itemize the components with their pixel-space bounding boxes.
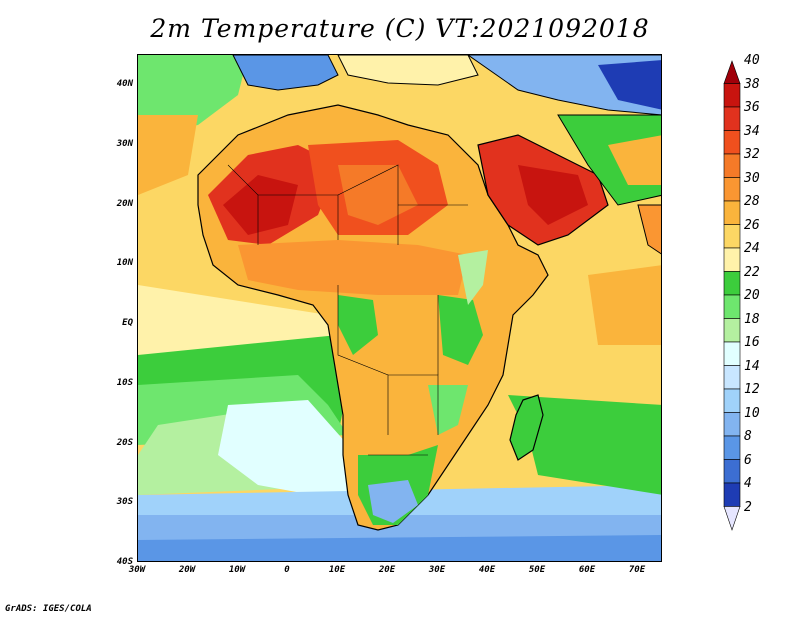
india-west-coast: [637, 204, 661, 255]
lat-tick-label: 40N: [116, 79, 133, 89]
colorbar-level-label: 36: [744, 100, 760, 115]
iberia-europe: [232, 55, 339, 91]
lon-tick-label: 30E: [428, 565, 446, 575]
colorbar-level-label: 8: [744, 429, 752, 444]
colorbar-bottom-arrow: [723, 506, 741, 531]
colorbar-swatch: [723, 482, 741, 507]
lat-tick-label: 30N: [116, 138, 133, 149]
colorbar-swatch: [723, 365, 741, 390]
lon-tick-label: 50E: [528, 565, 546, 575]
grads-credit: GrADS: IGES/COLA: [5, 604, 92, 614]
colorbar-level-label: 4: [744, 476, 752, 491]
madagascar: [509, 394, 544, 461]
ethiopian-highlands: [458, 250, 488, 305]
lat-tick-label: 20S: [116, 437, 133, 448]
lon-tick-label: 20E: [378, 565, 396, 575]
colorbar-swatch: [723, 412, 741, 437]
indian-warm-patch: [588, 265, 661, 345]
colorbar-level-label: 20: [744, 288, 760, 303]
temperature-map: [137, 54, 662, 562]
lon-tick-label: 0: [284, 565, 290, 575]
lon-tick-label: 30W: [128, 565, 146, 575]
lon-tick-label: 70E: [628, 565, 646, 575]
southern-africa-cool: [368, 480, 418, 523]
eq-atlantic-band: [138, 285, 338, 355]
colorbar-swatch: [723, 83, 741, 108]
colorbar-level-label: 6: [744, 452, 752, 468]
s-indian-green: [508, 395, 661, 495]
arabia-hot-core: [518, 165, 588, 225]
sahel-belt: [238, 240, 468, 295]
colorbar-swatch: [723, 459, 741, 484]
colorbar-swatch: [723, 435, 741, 460]
colorbar-swatch: [723, 341, 741, 366]
colorbar-top-arrow: [723, 60, 741, 84]
lon-tick-label: 40E: [478, 565, 496, 575]
lat-tick-label: 30S: [116, 497, 133, 508]
colorbar-swatch: [723, 153, 741, 178]
colorbar-level-label: 2: [744, 499, 752, 515]
southern-europe: [337, 55, 479, 86]
colorbar-level-label: 38: [744, 76, 760, 92]
colorbar-level-label: 14: [744, 358, 760, 374]
map-title: 2m Temperature (C) VT:2021092018: [150, 14, 650, 43]
east-highlands-green: [438, 295, 483, 365]
colorbar-swatch: [723, 318, 741, 343]
lat-tick-label: 40S: [116, 557, 133, 567]
lat-tick-label: 20N: [116, 198, 133, 209]
iran-warm: [608, 135, 661, 185]
map-canvas: [138, 55, 661, 561]
colorbar-level-label: 12: [744, 382, 760, 397]
lat-tick-label: 10S: [116, 377, 133, 388]
colorbar-swatch: [723, 271, 741, 296]
lat-tick-label: 10N: [116, 258, 133, 269]
colorbar-svg: [723, 60, 741, 531]
colorbar-level-label: 28: [744, 194, 760, 209]
colorbar-level-label: 24: [744, 241, 760, 256]
atlantic-warm-patch: [138, 115, 198, 195]
colorbar-swatch: [723, 224, 741, 249]
colorbar-level-label: 18: [744, 311, 760, 327]
lon-tick-label: 10W: [228, 565, 246, 575]
colorbar-swatch: [723, 130, 741, 155]
colorbar-swatch: [723, 177, 741, 202]
colorbar-level-label: 30: [744, 170, 760, 186]
colorbar-level-label: 16: [744, 335, 760, 350]
lon-tick-label: 10E: [328, 565, 346, 575]
lat-tick-label: EQ: [122, 318, 133, 328]
caucasus-cold: [598, 60, 661, 110]
colorbar: [720, 60, 744, 536]
colorbar-level-label: 40: [744, 53, 760, 68]
colorbar-swatch: [723, 200, 741, 225]
colorbar-level-label: 26: [744, 217, 760, 233]
lon-tick-label: 60E: [578, 565, 596, 575]
colorbar-swatch: [723, 388, 741, 413]
congo-basin-green: [338, 295, 378, 355]
colorbar-level-label: 10: [744, 405, 760, 421]
country-borders: [227, 164, 468, 456]
colorbar-swatch: [723, 294, 741, 319]
sahara-hottest: [223, 175, 298, 235]
colorbar-level-label: 34: [744, 123, 760, 139]
lon-tick-label: 20W: [178, 565, 196, 575]
colorbar-swatch: [723, 247, 741, 272]
southern-ocean-deeper: [138, 535, 661, 561]
colorbar-level-label: 32: [744, 147, 760, 162]
colorbar-level-label: 22: [744, 264, 760, 280]
colorbar-swatch: [723, 106, 741, 131]
